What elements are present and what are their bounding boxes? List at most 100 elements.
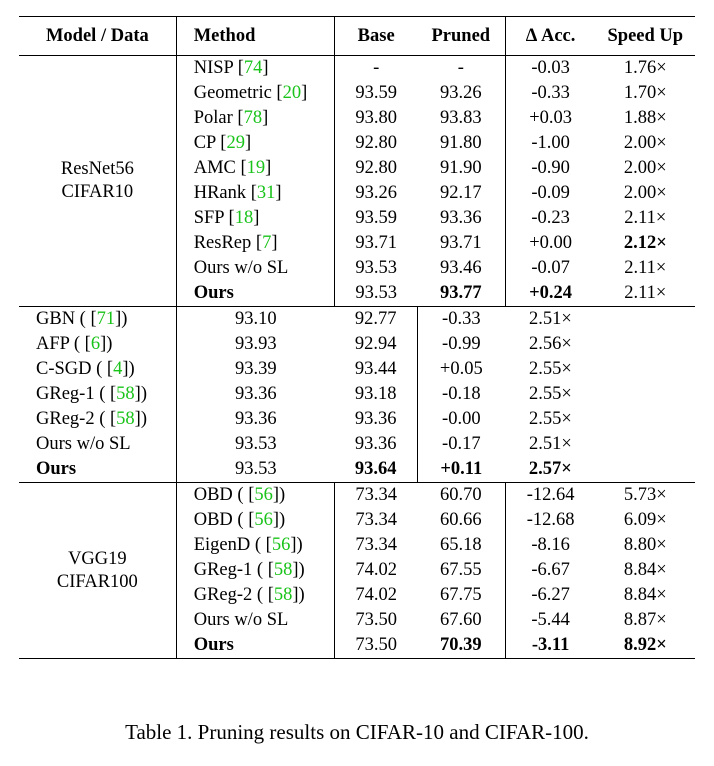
citation-link[interactable]: 58 (116, 409, 135, 429)
citation-link[interactable]: 78 (243, 108, 263, 128)
method-cell: CP [29] (176, 131, 336, 156)
delta-accuracy-cell: -0.33 (531, 83, 570, 103)
method-name: Ours w/o SL (193, 258, 289, 278)
citation-link[interactable]: 6 (90, 334, 101, 354)
method-cell: AFP ( [6]) (19, 332, 177, 357)
speed-up-cell: 2.55× (528, 409, 572, 429)
citation-link[interactable]: 20 (282, 83, 302, 103)
citation-link[interactable]: 56 (254, 510, 273, 530)
speed-up-cell: 2.11× (624, 283, 667, 303)
method-name: SFP [ (193, 208, 235, 228)
base-accuracy-cell: 93.53 (355, 283, 397, 303)
table-row: GReg-2 ( [58]) 93.36 93.36 -0.00 2.55× (19, 407, 695, 432)
method-cell: GReg-2 ( [58]) (19, 407, 177, 432)
pruned-accuracy-cell: 70.39 (417, 633, 506, 659)
delta-accuracy-cell: -0.17 (442, 434, 481, 454)
delta-accuracy-cell: -12.68 (526, 510, 575, 530)
citation-bracket: ]) (134, 409, 147, 429)
citation-link[interactable]: 56 (254, 485, 273, 505)
table-section: GBN ( [71]) 93.10 92.77 -0.33 2.51× AFP ( [6]… (19, 306, 695, 483)
table-row: AMC [19] 92.80 91.90 -0.90 2.00× (19, 156, 695, 181)
pruned-accuracy-cell: - (417, 55, 506, 81)
speed-up-cell: 5.73× (623, 485, 667, 505)
speed-up-cell: 8.80× (623, 535, 667, 555)
delta-accuracy-cell: -12.64 (526, 485, 575, 505)
speed-up-cell: 2.11× (624, 208, 667, 228)
method-cell: AMC [19] (176, 156, 336, 181)
speed-up-cell: 1.88× (623, 108, 667, 128)
method-cell: GBN ( [71]) (19, 306, 177, 332)
table-header: Model / Data Method Base Pruned Δ Acc. S… (19, 16, 695, 56)
citation-link[interactable]: 58 (273, 560, 293, 580)
citation-bracket: ] (253, 208, 260, 228)
method-name: Polar [ (193, 108, 244, 128)
citation-link[interactable]: 56 (271, 535, 291, 555)
speed-up-cell: 8.84× (623, 585, 667, 605)
citation-link[interactable]: 31 (256, 183, 276, 203)
method-cell: OBD ( [56]) (176, 508, 336, 533)
base-accuracy-cell: 73.50 (355, 635, 397, 655)
citation-bracket: ] (271, 233, 278, 253)
pruned-accuracy-cell: 93.26 (417, 81, 506, 106)
citation-link[interactable]: 29 (226, 133, 245, 153)
delta-accuracy-cell: +0.03 (529, 108, 572, 128)
table-row: GBN ( [71]) 93.10 92.77 -0.33 2.51× (19, 306, 695, 332)
model-dataset-label: CIFAR10 (61, 182, 134, 202)
pruned-accuracy-cell: 67.75 (417, 583, 506, 608)
table-row: ResNet56 CIFAR10 NISP [74] - - -0.03 1.76× (19, 55, 695, 307)
header-model-data: Model / Data (19, 16, 177, 56)
pruned-accuracy-cell: 67.60 (417, 608, 506, 633)
base-accuracy-cell: 73.50 (355, 610, 397, 630)
citation-link[interactable]: 19 (246, 158, 266, 178)
base-accuracy-cell: 93.59 (355, 208, 397, 228)
speed-up-cell: 8.87× (623, 610, 667, 630)
delta-accuracy-cell: -1.00 (531, 133, 570, 153)
citation-bracket: ]) (272, 485, 286, 505)
pruned-accuracy-cell: 92.17 (417, 181, 506, 206)
method-name: Geometric [ (193, 83, 283, 103)
pruned-accuracy-cell: 67.55 (417, 558, 506, 583)
base-accuracy-cell: 93.80 (355, 108, 397, 128)
table-row: OBD ( [56]) 73.34 60.66 -12.68 6.09× (19, 508, 695, 533)
pruned-accuracy-cell: 93.77 (417, 281, 506, 307)
table-row: HRank [31] 93.26 92.17 -0.09 2.00× (19, 181, 695, 206)
method-name: OBD ( [ (193, 510, 255, 530)
speed-up-cell: 2.00× (623, 158, 667, 178)
citation-link[interactable]: 18 (234, 208, 254, 228)
method-cell: EigenD ( [56]) (176, 533, 336, 558)
table-row: Polar [78] 93.80 93.83 +0.03 1.88× (19, 106, 695, 131)
method-cell: HRank [31] (176, 181, 336, 206)
pruned-accuracy-cell: 93.71 (417, 231, 506, 256)
speed-up-cell: 8.92× (623, 635, 667, 655)
table-row: EigenD ( [56]) 73.34 65.18 -8.16 8.80× (19, 533, 695, 558)
delta-accuracy-cell: -0.18 (442, 384, 481, 404)
method-name: Ours (193, 283, 234, 303)
citation-link[interactable]: 58 (273, 585, 293, 605)
citation-link[interactable]: 4 (113, 359, 123, 379)
pruned-accuracy-cell: 91.90 (417, 156, 506, 181)
pruned-accuracy-cell: 93.36 (334, 432, 418, 457)
citation-link[interactable]: 7 (262, 233, 272, 253)
citation-link[interactable]: 71 (96, 309, 116, 329)
table-row: GReg-1 ( [58]) 74.02 67.55 -6.67 8.84× (19, 558, 695, 583)
method-name: GReg-2 ( [ (193, 585, 274, 605)
citation-link[interactable]: 74 (243, 58, 263, 78)
citation-bracket: ] (262, 108, 269, 128)
method-cell: Ours (176, 281, 336, 307)
pruned-accuracy-cell: 93.46 (417, 256, 506, 281)
method-name: NISP [ (193, 58, 244, 78)
pruned-accuracy-cell: 60.66 (417, 508, 506, 533)
method-cell: Polar [78] (176, 106, 336, 131)
method-name: Ours w/o SL (193, 610, 289, 630)
base-accuracy-cell: 93.71 (355, 233, 397, 253)
base-accuracy-cell: 93.53 (355, 258, 397, 278)
pruned-accuracy-cell: 93.36 (417, 206, 506, 231)
method-cell: GReg-1 ( [58]) (19, 382, 177, 407)
delta-accuracy-cell: -8.16 (531, 535, 570, 555)
delta-accuracy-cell: +0.24 (529, 283, 573, 303)
delta-accuracy-cell: -0.07 (531, 258, 570, 278)
table-row: CP [29] 92.80 91.80 -1.00 2.00× (19, 131, 695, 156)
citation-link[interactable]: 58 (116, 384, 135, 404)
citation-bracket: ] (275, 183, 282, 203)
method-cell: ResRep [7] (176, 231, 336, 256)
